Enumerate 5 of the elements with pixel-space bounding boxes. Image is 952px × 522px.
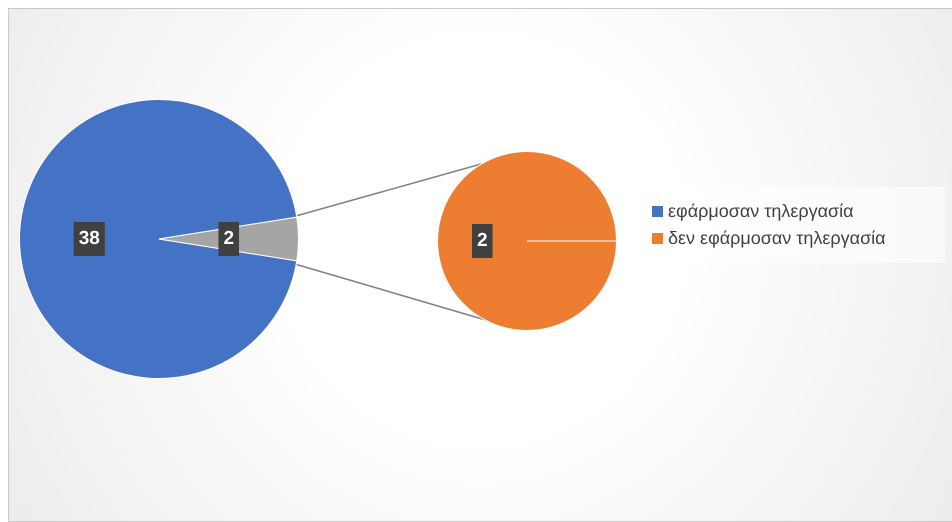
data-label: 2: [476, 230, 488, 252]
data-label: 38: [78, 228, 100, 250]
legend-label: δεν εφάρμοσαν τηλεργασία: [668, 228, 886, 249]
data-label: 2: [223, 228, 234, 250]
legend-label: εφάρμοσαν τηλεργασία: [668, 201, 854, 222]
